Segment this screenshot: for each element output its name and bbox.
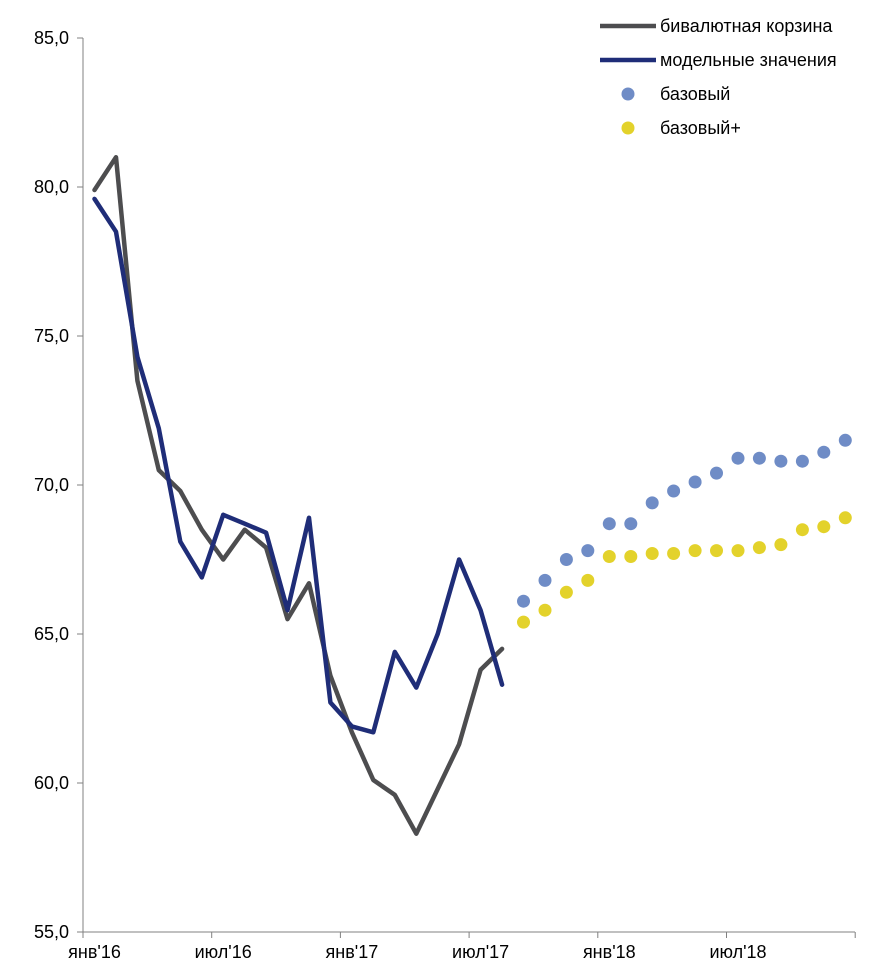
y-tick-label: 70,0 [34, 475, 69, 495]
series-2-point-8 [688, 475, 702, 489]
series-3-point-11 [752, 541, 766, 555]
series-3-point-9 [710, 544, 723, 558]
series-2-point-13 [795, 454, 809, 468]
series-3-point-6 [645, 547, 659, 560]
series-3-point-2 [559, 585, 573, 599]
series-3-point-14 [817, 520, 831, 534]
chart-legend: бивалютная корзина модельные значения базо… [600, 16, 837, 138]
series-2-point-0 [517, 594, 530, 608]
legend-label-1: модельные значения [660, 50, 837, 70]
x-tick-label: июл'16 [195, 942, 252, 962]
series-3-point-5 [624, 550, 638, 563]
y-tick-label: 75,0 [34, 326, 69, 346]
x-tick-label: янв'18 [583, 942, 636, 962]
series-2-point-10 [731, 451, 745, 465]
series-2-point-2 [559, 553, 573, 566]
y-tick-label: 80,0 [34, 177, 69, 197]
chart-series [92, 154, 852, 836]
series-2-point-4 [602, 517, 616, 531]
series-2-point-7 [667, 484, 681, 498]
series-2-point-5 [624, 517, 638, 531]
series-2-point-1 [538, 573, 552, 587]
series-2-point-9 [710, 466, 723, 480]
series-2-point-15 [838, 433, 852, 447]
y-tick-label: 65,0 [34, 624, 69, 644]
series-3-point-12 [774, 538, 788, 552]
series-line-0 [92, 154, 505, 836]
y-tick-label: 85,0 [34, 28, 69, 48]
series-2-point-3 [581, 544, 595, 558]
legend-swatch-3 [621, 121, 635, 135]
series-3-point-10 [731, 544, 745, 558]
series-3-point-15 [838, 511, 852, 525]
series-2-point-11 [752, 451, 766, 465]
x-tick-label: янв'17 [326, 942, 379, 962]
series-2-point-14 [817, 445, 831, 459]
series-3-point-3 [581, 573, 595, 587]
series-line-1 [92, 196, 505, 735]
chart-axes: 55,0 60,0 65,0 70,0 75,0 80,0 85,0 янв'16 июл'16… [34, 28, 856, 962]
x-tick-label: июл'18 [709, 942, 766, 962]
legend-label-2: базовый [660, 84, 730, 104]
y-tick-label: 60,0 [34, 773, 69, 793]
legend-label-0: бивалютная корзина [660, 16, 833, 36]
series-3-point-13 [795, 523, 809, 537]
series-3-point-1 [538, 603, 552, 617]
series-3-point-7 [667, 547, 681, 560]
series-3-point-4 [602, 550, 616, 563]
legend-label-3: базовый+ [660, 118, 741, 138]
series-2-point-12 [774, 454, 788, 468]
legend-swatch-2 [621, 87, 635, 101]
y-tick-label: 55,0 [34, 922, 69, 942]
series-3-point-8 [688, 544, 702, 558]
x-tick-label: янв'16 [68, 942, 121, 962]
series-3-point-0 [517, 615, 530, 629]
series-2-point-6 [645, 496, 659, 510]
x-tick-label: июл'17 [452, 942, 509, 962]
